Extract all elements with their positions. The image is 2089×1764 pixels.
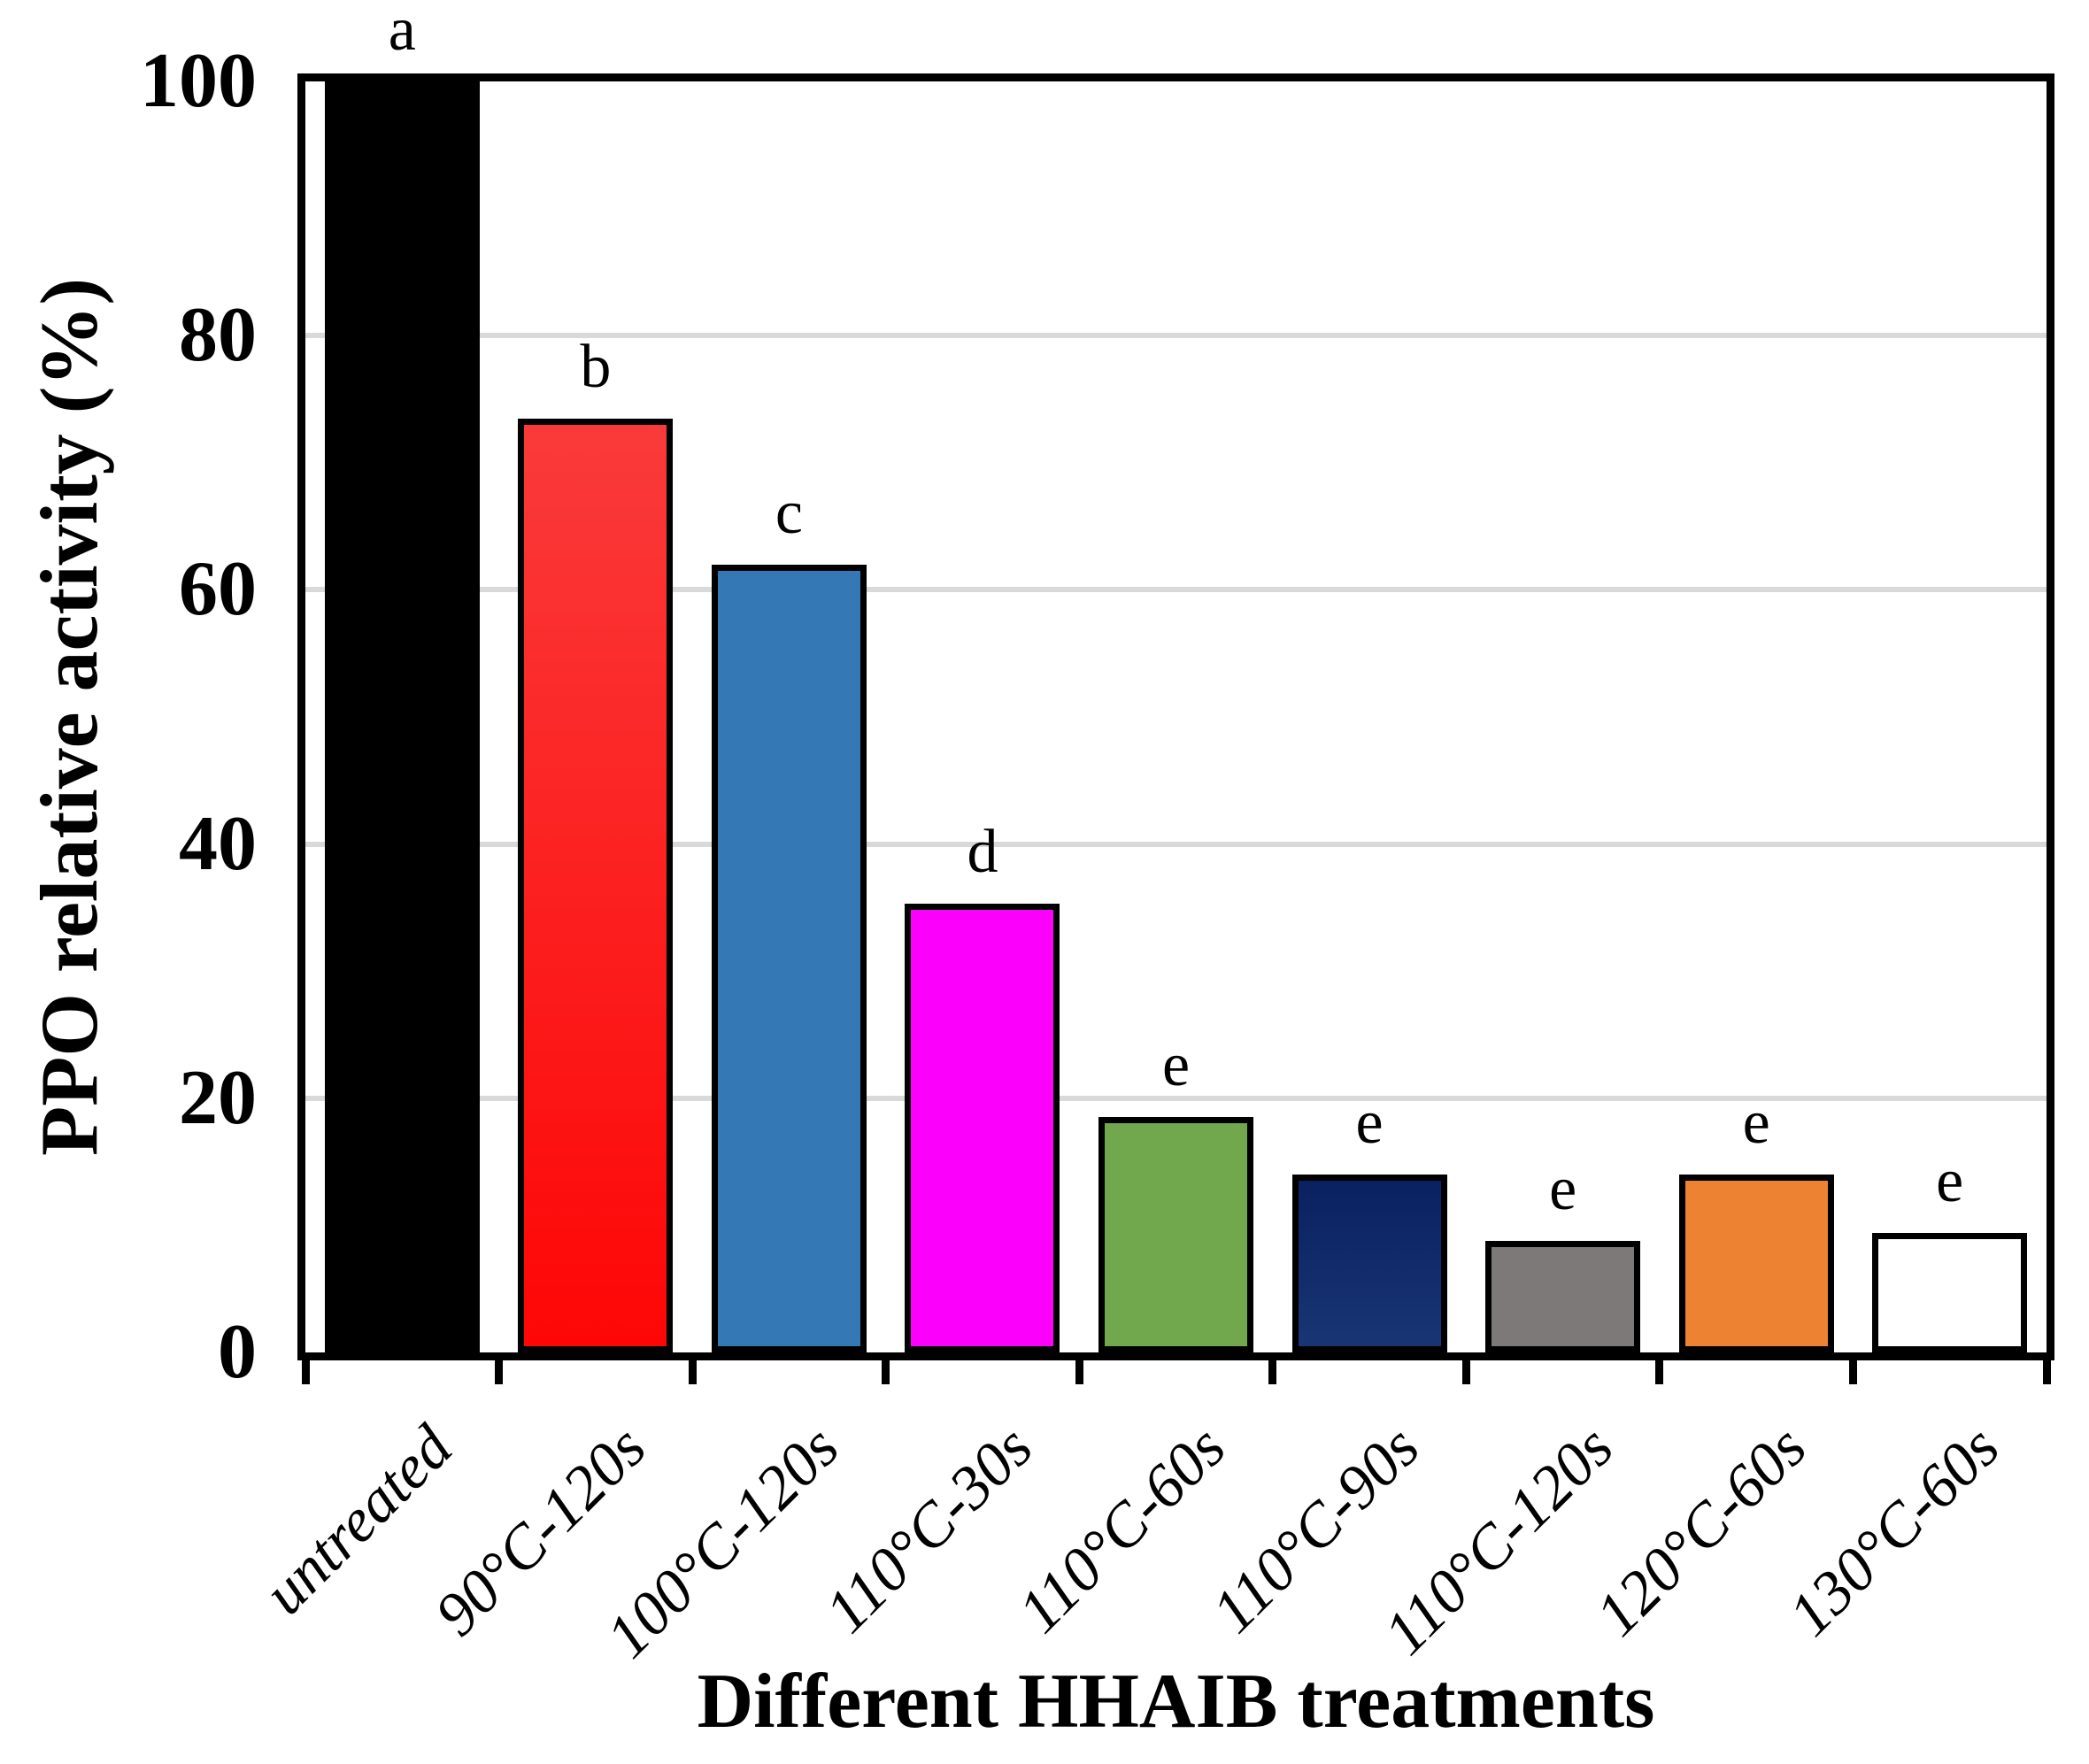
- y-tick-label-100: 100: [140, 38, 257, 124]
- x-axis-tick: [882, 1360, 890, 1384]
- sig-letter-120°C-60s: e: [1742, 1088, 1770, 1157]
- sig-letter-90°C-120s: b: [580, 332, 612, 401]
- sig-letter-130°C-60s: e: [1936, 1147, 1964, 1216]
- y-axis-title-text: PPO relative activity (%): [24, 277, 114, 1157]
- x-tick-label-text: 110°C-30s: [812, 1413, 1045, 1646]
- x-axis-tick: [1461, 1360, 1470, 1384]
- x-axis-tick: [688, 1360, 697, 1384]
- bar-130°C-60s: [1872, 1233, 2028, 1352]
- x-tick-label-text: 130°C-60s: [1777, 1413, 2013, 1650]
- sig-letter-110°C-120s: e: [1549, 1154, 1577, 1223]
- sig-letter-untreated: a: [388, 0, 416, 64]
- gridline-20: [305, 1095, 2047, 1101]
- y-tick-label-0: 0: [218, 1309, 257, 1395]
- gridline-60: [305, 587, 2047, 593]
- sig-letter-100°C-120s: c: [775, 478, 803, 547]
- y-tick-label-40: 40: [179, 800, 257, 887]
- y-tick-label-60: 60: [179, 546, 257, 633]
- x-axis-tick: [1075, 1360, 1083, 1384]
- bar-90°C-120s: [518, 418, 674, 1352]
- x-axis-tick: [301, 1360, 310, 1384]
- x-axis-tick: [1848, 1360, 1857, 1384]
- y-tick-label-20: 20: [179, 1054, 257, 1141]
- sig-letter-110°C-90s: e: [1355, 1088, 1384, 1157]
- sig-letter-110°C-30s: d: [967, 818, 998, 887]
- x-axis-tick: [495, 1360, 504, 1384]
- y-tick-label-80: 80: [179, 292, 257, 379]
- gridline-40: [305, 841, 2047, 847]
- x-axis-tick: [1655, 1360, 1664, 1384]
- bar-120°C-60s: [1678, 1174, 1834, 1352]
- x-axis-title: Different HHAIB treatments: [697, 1659, 1655, 1745]
- bar-110°C-60s: [1098, 1117, 1253, 1352]
- x-tick-label-text: 110°C-60s: [1006, 1413, 1239, 1646]
- bar-110°C-120s: [1485, 1240, 1641, 1352]
- bar-untreated: [324, 81, 480, 1352]
- gridline-80: [305, 333, 2047, 339]
- plot-area: [297, 73, 2054, 1360]
- x-axis-tick: [1268, 1360, 1277, 1384]
- sig-letter-110°C-60s: e: [1161, 1031, 1191, 1100]
- x-axis-tick: [2042, 1360, 2051, 1384]
- bar-110°C-30s: [905, 904, 1060, 1352]
- bar-110°C-90s: [1291, 1174, 1447, 1352]
- bar-100°C-120s: [711, 564, 867, 1352]
- x-tick-label-text: 120°C-60s: [1583, 1413, 1820, 1650]
